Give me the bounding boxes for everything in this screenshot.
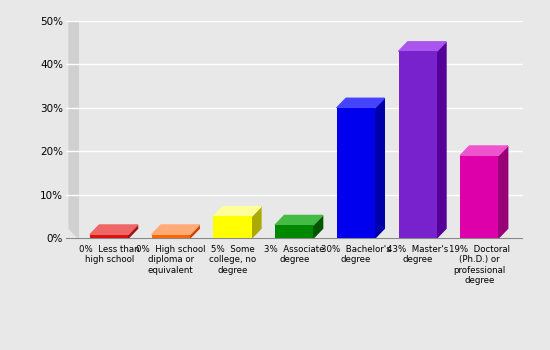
Polygon shape [213,207,261,216]
Polygon shape [498,146,508,238]
Polygon shape [90,225,138,235]
Polygon shape [252,207,261,238]
Text: 19%  Doctoral
(Ph.D.) or
professional
degree: 19% Doctoral (Ph.D.) or professional deg… [449,245,510,285]
Polygon shape [69,12,78,238]
Text: 5%  Some
college, no
degree: 5% Some college, no degree [209,245,256,275]
Text: 0%  Less than
high school: 0% Less than high school [79,245,140,264]
Text: 0%  High school
diploma or
equivalent: 0% High school diploma or equivalent [136,245,206,275]
Polygon shape [399,42,446,51]
Polygon shape [337,98,384,108]
Polygon shape [460,146,508,155]
Bar [90,234,128,238]
Bar [337,108,375,238]
Polygon shape [190,225,199,238]
Polygon shape [128,225,138,238]
Text: 3%  Associate
degree: 3% Associate degree [264,245,324,264]
Polygon shape [437,42,446,238]
Polygon shape [314,216,323,238]
Polygon shape [275,216,323,225]
Polygon shape [375,98,384,238]
Bar [399,51,437,238]
Bar [275,225,314,238]
Bar [152,234,190,238]
Bar [213,216,252,238]
Bar [460,155,498,238]
Text: 43%  Master's
degree: 43% Master's degree [387,245,448,264]
Text: 30%  Bachelor's
degree: 30% Bachelor's degree [321,245,391,264]
Polygon shape [152,225,199,235]
